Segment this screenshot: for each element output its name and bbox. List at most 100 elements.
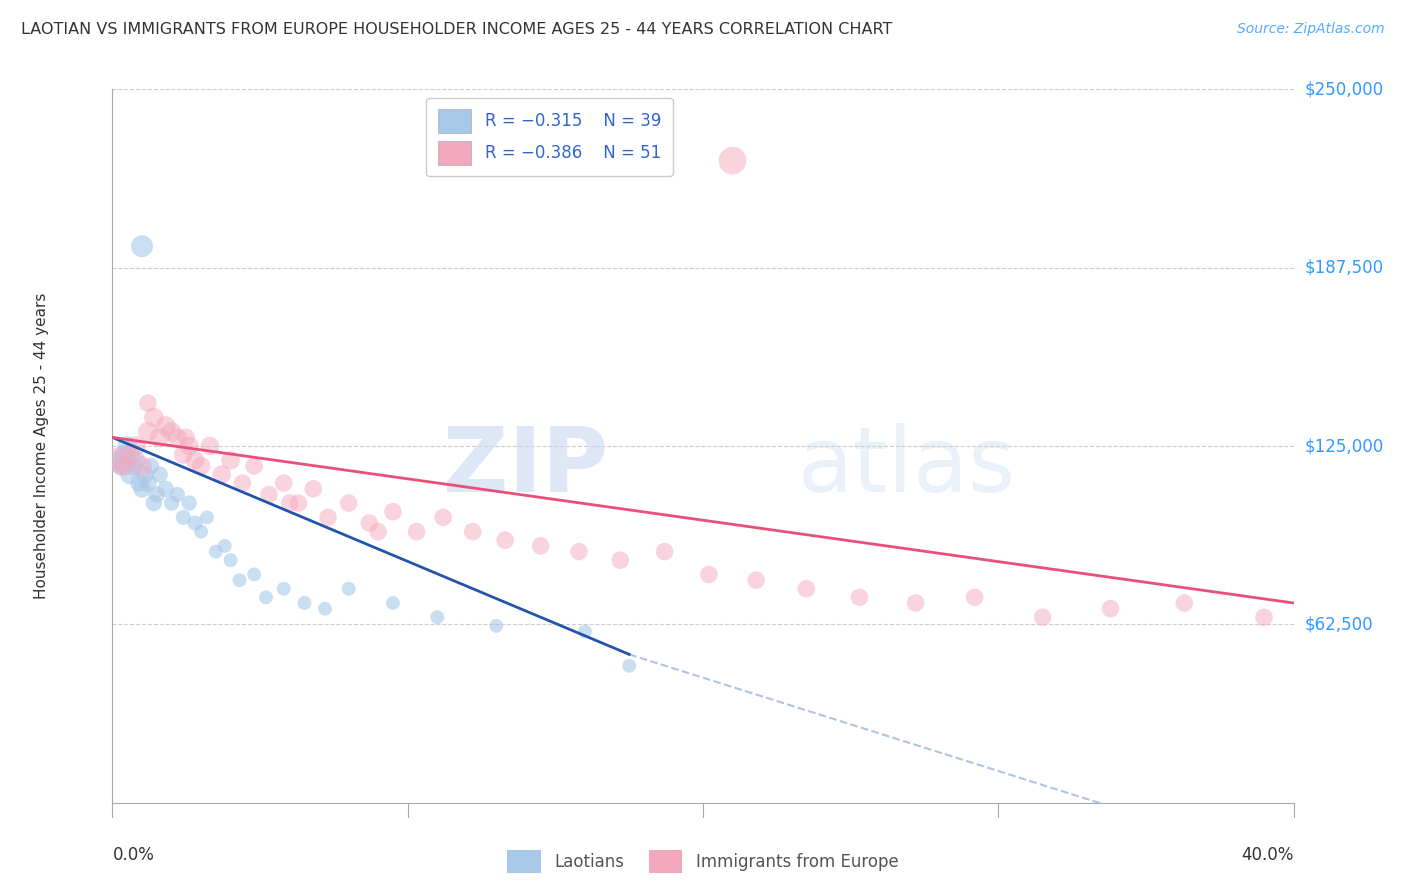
Point: [166, 430, 188, 444]
Legend: Laotians, Immigrants from Europe: Laotians, Immigrants from Europe: [501, 843, 905, 880]
Point: [122, 458, 145, 473]
Point: [337, 496, 360, 510]
Point: [142, 496, 165, 510]
Point: [1099, 601, 1122, 615]
Point: [160, 425, 183, 439]
Point: [485, 619, 508, 633]
Point: [494, 533, 516, 548]
Point: [128, 476, 150, 491]
Text: $187,500: $187,500: [1305, 259, 1384, 277]
Point: [382, 596, 405, 610]
Point: [1253, 610, 1275, 624]
Point: [131, 458, 153, 473]
Point: [174, 430, 197, 444]
Point: [287, 496, 309, 510]
Point: [205, 544, 228, 558]
Point: [219, 553, 242, 567]
Text: 40.0%: 40.0%: [1241, 846, 1294, 863]
Text: 0.0%: 0.0%: [112, 846, 155, 863]
Text: atlas: atlas: [797, 424, 1015, 511]
Point: [273, 582, 295, 596]
Point: [184, 453, 207, 467]
Point: [314, 601, 336, 615]
Point: [136, 396, 159, 410]
Point: [273, 476, 295, 491]
Point: [1032, 610, 1054, 624]
Point: [195, 510, 218, 524]
Point: [166, 487, 188, 501]
Point: [796, 582, 818, 596]
Point: [697, 567, 720, 582]
Point: [426, 610, 449, 624]
Point: [125, 453, 148, 467]
Point: [172, 510, 194, 524]
Point: [110, 458, 132, 473]
Point: [219, 453, 242, 467]
Point: [120, 467, 142, 482]
Point: [568, 544, 591, 558]
Point: [179, 496, 201, 510]
Point: [184, 516, 207, 530]
Point: [904, 596, 927, 610]
Point: [231, 476, 253, 491]
Point: [120, 448, 142, 462]
Point: [107, 453, 129, 467]
Point: [160, 496, 183, 510]
Point: [257, 487, 280, 501]
Point: [125, 439, 148, 453]
Point: [745, 573, 768, 587]
Point: [432, 510, 454, 524]
Point: [574, 624, 596, 639]
Point: [243, 458, 266, 473]
Text: $62,500: $62,500: [1305, 615, 1374, 633]
Point: [131, 239, 153, 253]
Point: [155, 419, 177, 434]
Point: [136, 476, 159, 491]
Point: [721, 153, 744, 168]
Point: [405, 524, 427, 539]
Text: Source: ZipAtlas.com: Source: ZipAtlas.com: [1237, 22, 1385, 37]
Point: [619, 658, 641, 673]
Text: $250,000: $250,000: [1305, 80, 1384, 98]
Text: LAOTIAN VS IMMIGRANTS FROM EUROPE HOUSEHOLDER INCOME AGES 25 - 44 YEARS CORRELAT: LAOTIAN VS IMMIGRANTS FROM EUROPE HOUSEH…: [21, 22, 893, 37]
Point: [146, 487, 169, 501]
Point: [254, 591, 277, 605]
Point: [139, 458, 162, 473]
Point: [337, 582, 360, 596]
Point: [292, 596, 315, 610]
Point: [654, 544, 676, 558]
Point: [131, 482, 153, 496]
Point: [963, 591, 986, 605]
Point: [228, 573, 250, 587]
Point: [172, 448, 194, 462]
Point: [136, 425, 159, 439]
Text: Householder Income Ages 25 - 44 years: Householder Income Ages 25 - 44 years: [34, 293, 49, 599]
Point: [112, 458, 135, 473]
Point: [190, 458, 212, 473]
Point: [316, 510, 339, 524]
Point: [529, 539, 551, 553]
Point: [211, 467, 233, 482]
Point: [179, 439, 201, 453]
Point: [112, 448, 135, 462]
Point: [155, 482, 177, 496]
Point: [134, 467, 156, 482]
Point: [149, 430, 172, 444]
Text: ZIP: ZIP: [443, 424, 609, 511]
Point: [609, 553, 631, 567]
Text: $125,000: $125,000: [1305, 437, 1384, 455]
Point: [142, 410, 165, 425]
Point: [190, 524, 212, 539]
Point: [107, 453, 129, 467]
Point: [117, 439, 138, 453]
Point: [1173, 596, 1195, 610]
Point: [149, 467, 172, 482]
Point: [382, 505, 405, 519]
Point: [198, 439, 221, 453]
Point: [302, 482, 325, 496]
Point: [243, 567, 266, 582]
Point: [214, 539, 236, 553]
Point: [367, 524, 389, 539]
Point: [848, 591, 870, 605]
Point: [461, 524, 484, 539]
